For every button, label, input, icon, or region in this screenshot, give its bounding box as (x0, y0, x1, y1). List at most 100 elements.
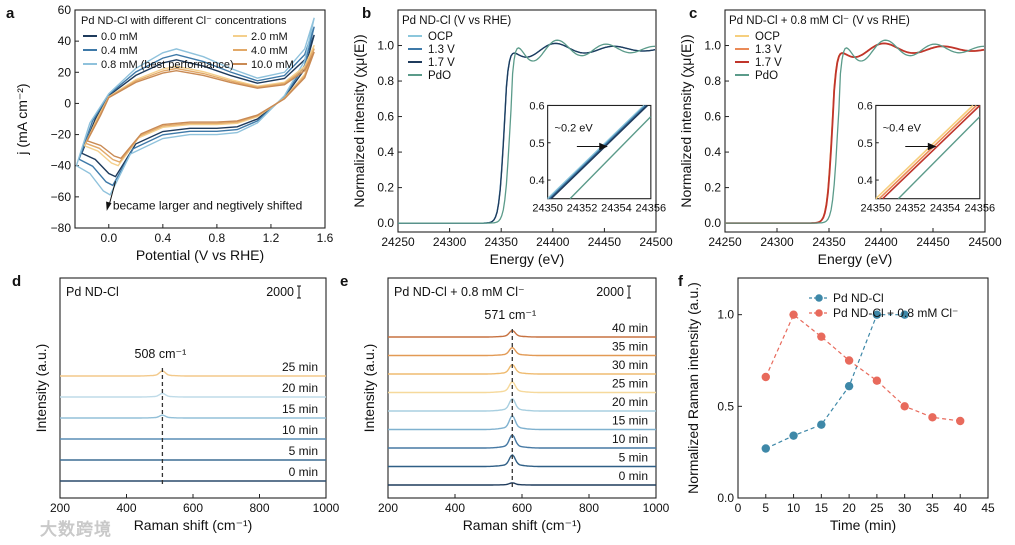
panel-b-inset-curve (547, 104, 645, 200)
panel-f-legend-marker (815, 294, 823, 302)
panel-c-frame (724, 9, 986, 233)
panel-f-xtick-label: 20 (842, 501, 856, 515)
panel-a-frame (74, 9, 326, 229)
panel-d-xtick-label: 600 (183, 501, 203, 515)
panel-c-inset-curve (875, 104, 974, 200)
panel-a-ytick-label: 0 (64, 96, 71, 110)
panel-e-xtick-label: 200 (378, 501, 398, 515)
panel-d-spectrum-15-min (60, 414, 326, 419)
panel-e-spectrum-0-min (388, 482, 656, 486)
panel-b-ytick-label: 0.4 (377, 145, 394, 159)
panel-f-xtick-label: 45 (981, 501, 995, 515)
panel-a-xlabel: Potential (V vs RHE) (136, 247, 264, 263)
panel-c-xtick-label: 24400 (864, 235, 898, 249)
panel-f-xtick-label: 30 (898, 501, 912, 515)
panel-b-ytick-label: 1.0 (377, 39, 394, 53)
panel-f-xtick-label: 10 (787, 501, 801, 515)
panel-e-xtick-label: 600 (512, 501, 532, 515)
panel-f-point (956, 416, 965, 426)
panel-c-inset-ytick-label: 0.4 (858, 175, 873, 187)
panel-a-ytick-label: −60 (51, 190, 72, 204)
panel-a-legend-label: 10.0 mM (251, 59, 294, 71)
panel-e-spectrum-label: 30 min (612, 358, 648, 372)
panel-a-xtick-label: 0.8 (209, 231, 226, 245)
panel-b-xtick-label: 24350 (485, 235, 519, 249)
panel-e-xtick-label: 1000 (643, 501, 670, 515)
panel-d-spectrum-20-min (60, 392, 326, 398)
panel-f-xtick-label: 0 (735, 501, 742, 515)
panel-d-xtick-label: 200 (50, 501, 70, 515)
panel-b-ytick-label: 0.0 (377, 216, 394, 230)
panel-b-inset-curve (548, 104, 647, 200)
panel-f-point (900, 310, 909, 319)
panel-b-panel-label: b (362, 5, 371, 22)
panel-d-spectrum-label: 5 min (289, 444, 318, 458)
panel-e-spectrum-label: 15 min (612, 414, 648, 428)
panel-a-ytick-label: 20 (58, 65, 72, 79)
panel-b-inset-arrowhead (599, 142, 608, 151)
panel-e-spectrum-label: 5 min (619, 451, 648, 465)
panel-f-ylabel: Normalized Raman intensity (a.u.) (685, 282, 701, 494)
panel-b-ytick-label: 0.2 (377, 181, 394, 195)
panel-c-inset-arrowhead (927, 142, 937, 151)
panel-c-legend-label: 1.7 V (755, 57, 782, 69)
panel-a-ytick-label: −80 (51, 221, 72, 235)
panel-a-legend-title: Pd ND-Cl with different Cl⁻ concentratio… (81, 15, 287, 27)
panel-f-point (928, 413, 937, 422)
panel-d-ylabel: Intensity (a.u.) (33, 344, 49, 433)
panel-b-title: Pd ND-Cl (V vs RHE) (402, 15, 511, 27)
panel-a-ytick-label: −20 (51, 128, 72, 142)
panel-e-spectrum-label: 40 min (612, 321, 648, 335)
panel-c-inset-xtick-label: 24354 (930, 203, 961, 215)
panel-b-inset-pdo-curve (569, 116, 652, 200)
panel-f-series-line-1 (765, 313, 961, 422)
panel-e-spectrum-label: 0 min (619, 469, 648, 483)
panel-d-spectrum-label: 15 min (282, 402, 318, 416)
panel-a-arrowhead (106, 201, 112, 211)
panel-b-inset-xtick-label: 24354 (601, 203, 632, 215)
panel-c-inset-xtick-label: 24352 (895, 203, 926, 215)
panel-f-xtick-label: 40 (954, 501, 968, 515)
panel-a-legend-label: 0.4 mM (101, 45, 138, 57)
panel-a-legend-label: 4.0 mM (251, 45, 288, 57)
panel-b-inset-ytick-label: 0.5 (529, 138, 544, 150)
panel-e-spectrum-15-min (388, 415, 656, 431)
panel-b-inset-xtick-label: 24356 (636, 203, 667, 215)
panel-d-spectrum-25-min (60, 370, 326, 377)
panel-b-inset-ytick-label: 0.6 (529, 100, 544, 112)
panel-d: 200 400 600 800 1000 Raman shift (cm⁻¹) Intens… (12, 273, 340, 533)
panel-b-xtick-label: 24400 (536, 235, 570, 249)
panel-f-point (761, 444, 770, 453)
panel-f-xtick-label: 5 (762, 501, 769, 515)
panel-e-xtick-label: 800 (579, 501, 599, 515)
panel-c-inset-ytick-label: 0.6 (858, 100, 873, 112)
panel-b-legend-label: 1.7 V (428, 57, 455, 69)
panel-f-ytick-label: 0.0 (717, 491, 734, 505)
panel-c-xtick-label: 24450 (916, 235, 950, 249)
panel-c-ylabel: Normalized intensity (χμ(E)) (678, 34, 694, 207)
panel-c-xtick-label: 24500 (968, 235, 1002, 249)
panel-e-peak-label: 571 cm⁻¹ (484, 308, 536, 322)
panel-b-inset-xtick-label: 24350 (532, 203, 563, 215)
panel-b-xtick-label: 24500 (639, 235, 673, 249)
panel-c-inset-frame (875, 104, 981, 200)
panel-f-point (789, 431, 798, 440)
panel-b-inset-curve (550, 104, 648, 200)
panel-d-xlabel: Raman shift (cm⁻¹) (134, 517, 253, 533)
panel-a-legend-label: 0.8 mM (best performance) (101, 59, 234, 71)
panel-e-xlabel: Raman shift (cm⁻¹) (463, 517, 582, 533)
panel-f-series-line-0 (765, 314, 905, 450)
panel-f-panel-label: f (678, 273, 684, 290)
panel-d-scale-label: 2000 (266, 285, 294, 299)
panel-f-frame (737, 277, 989, 499)
panel-e-xtick-label: 400 (445, 501, 465, 515)
panel-b-xtick-label: 24250 (381, 235, 415, 249)
panel-c-inset-xtick-label: 24350 (861, 203, 892, 215)
panel-c-ytick-label: 0.6 (704, 110, 721, 124)
panel-c-xlabel: Energy (eV) (818, 251, 893, 267)
panel-b-legend-label: OCP (428, 31, 453, 43)
panel-b-ytick-label: 0.6 (377, 110, 394, 124)
panel-e-spectrum-label: 10 min (612, 432, 648, 446)
panel-e-spectrum-10-min (388, 434, 656, 449)
